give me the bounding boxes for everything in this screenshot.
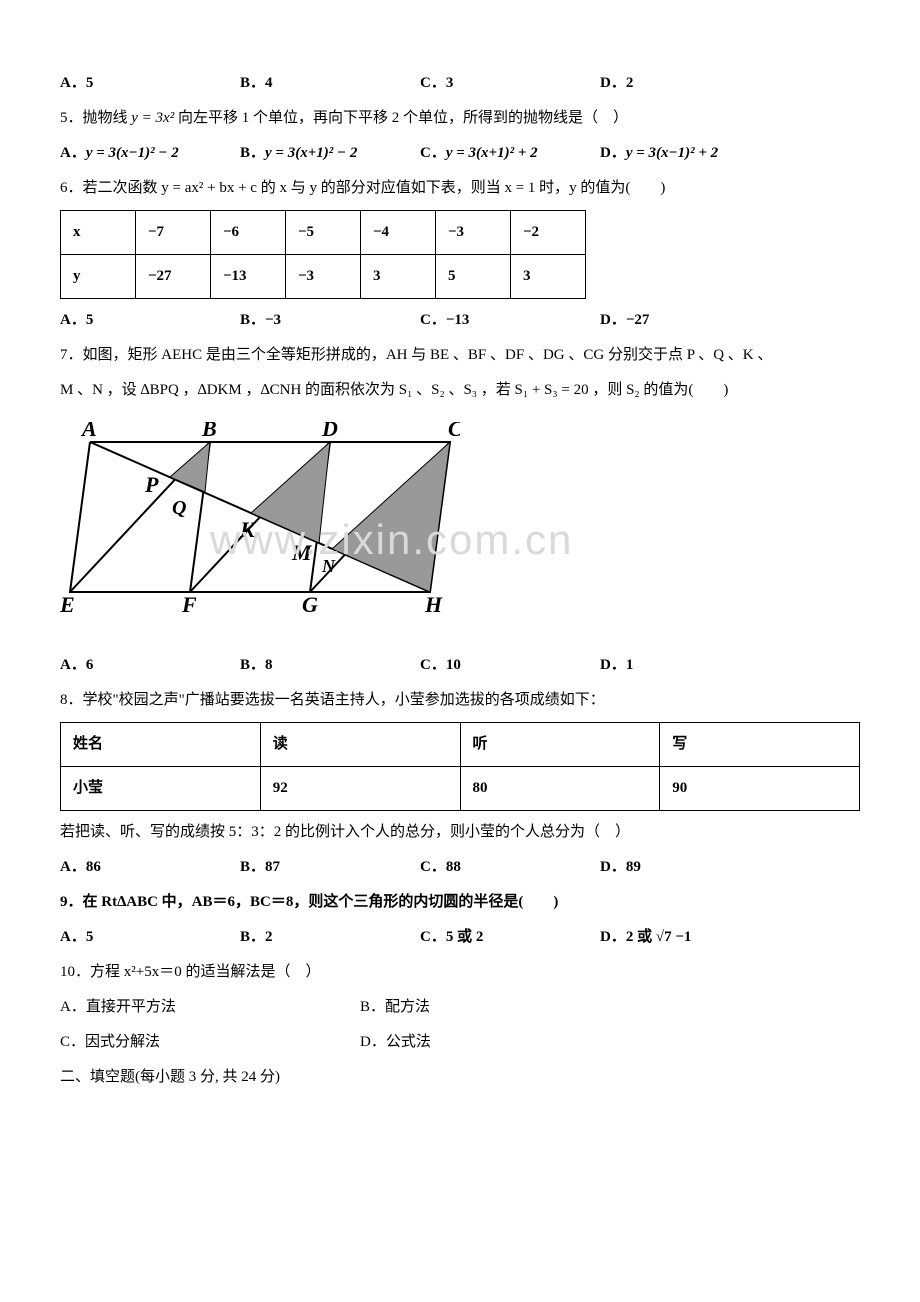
q7-options: A．6 B．8 C．10 D．1 — [60, 652, 860, 679]
q6-y0: −27 — [136, 255, 211, 299]
q9-opt-b: B．2 — [240, 924, 420, 951]
q8-r1: 92 — [260, 767, 460, 811]
q6-y4: 5 — [436, 255, 511, 299]
q5-opt-a: A．y = 3(x−1)² − 2 — [60, 140, 240, 167]
q7-opt-b: B．8 — [240, 652, 420, 679]
q8-header-row: 姓名 读 听 写 — [61, 723, 860, 767]
q4-opt-a: A．5 — [60, 70, 240, 97]
q7-label-C: C — [448, 422, 460, 441]
q5-opt-d: D．y = 3(x−1)² + 2 — [600, 140, 780, 167]
q7-stem-line2: M 、N ，设 ∆BPQ ，∆DKM ，∆CNH 的面积依次为 S₁ 、S₂ 、… — [60, 377, 860, 404]
q10-stem: 10．方程 x²+5x＝0 的适当解法是（ ） — [60, 959, 860, 986]
q6-row-x: x −7 −6 −5 −4 −3 −2 — [61, 211, 586, 255]
q6-y-label: y — [61, 255, 136, 299]
q10-opt-c: C．因式分解法 — [60, 1029, 360, 1056]
q8-cond: 若把读、听、写的成绩按 5：3：2 的比例计入个人的总分，则小莹的个人总分为（ … — [60, 819, 860, 846]
q7-label-N: N — [321, 556, 336, 576]
q6-y3: 3 — [361, 255, 436, 299]
q8-h2: 听 — [460, 723, 660, 767]
q9-stem: 9．在 Rt∆ABC 中，AB＝6，BC＝8，则这个三角形的内切圆的半径是( ) — [60, 889, 860, 916]
q6-opt-d: D．−27 — [600, 307, 780, 334]
q7-label-H: H — [424, 592, 443, 617]
q10-options-row1: A．直接开平方法 B．配方法 — [60, 994, 860, 1021]
q7-label-E: E — [60, 592, 75, 617]
q5-prefix: 5．抛物线 — [60, 110, 131, 126]
q8-opt-b: B．87 — [240, 854, 420, 881]
q5-suffix: 向左平移 1 个单位，再向下平移 2 个单位，所得到的抛物线是（ ） — [174, 110, 628, 126]
q8-h3: 写 — [660, 723, 860, 767]
q7-label-Q: Q — [172, 497, 186, 519]
q10-opt-d: D．公式法 — [360, 1029, 660, 1056]
q4-opt-d: D．2 — [600, 70, 780, 97]
q8-r3: 90 — [660, 767, 860, 811]
q7-figure: A B D C E F G H P Q K M N — [60, 422, 460, 622]
q4-opt-c: C．3 — [420, 70, 600, 97]
q8-r0: 小莹 — [61, 767, 261, 811]
q7-label-A: A — [80, 422, 97, 441]
q6-x3: −4 — [361, 211, 436, 255]
q10-opt-b: B．配方法 — [360, 994, 660, 1021]
q6-x0: −7 — [136, 211, 211, 255]
q10-options-row2: C．因式分解法 D．公式法 — [60, 1029, 860, 1056]
q8-r2: 80 — [460, 767, 660, 811]
q7-opt-d: D．1 — [600, 652, 780, 679]
q7-label-M: M — [291, 540, 313, 565]
q6-x2: −5 — [286, 211, 361, 255]
q8-opt-d: D．89 — [600, 854, 780, 881]
q9-opt-c: C．5 或 2 — [420, 924, 600, 951]
q9-opt-a: A．5 — [60, 924, 240, 951]
q6-x5: −2 — [511, 211, 586, 255]
q7-label-G: G — [302, 592, 318, 617]
q8-h1: 读 — [260, 723, 460, 767]
q6-y5: 3 — [511, 255, 586, 299]
q7-stem-line1: 7．如图，矩形 AEHC 是由三个全等矩形拼成的，AH 与 BE 、BF 、DF… — [60, 342, 860, 369]
q8-table: 姓名 读 听 写 小莹 92 80 90 — [60, 722, 860, 811]
section2-heading: 二、填空题(每小题 3 分, 共 24 分) — [60, 1064, 860, 1091]
q6-opt-b: B．−3 — [240, 307, 420, 334]
q6-options: A．5 B．−3 C．−13 D．−27 — [60, 307, 860, 334]
q9-opt-d: D．2 或 √7 −1 — [600, 924, 780, 951]
q5-options: A．y = 3(x−1)² − 2 B．y = 3(x+1)² − 2 C．y … — [60, 140, 860, 167]
q8-options: A．86 B．87 C．88 D．89 — [60, 854, 860, 881]
q6-x1: −6 — [211, 211, 286, 255]
q6-y2: −3 — [286, 255, 361, 299]
q4-options: A．5 B．4 C．3 D．2 — [60, 70, 860, 97]
q7-label-D: D — [321, 422, 338, 441]
q7-opt-a: A．6 — [60, 652, 240, 679]
q6-opt-c: C．−13 — [420, 307, 600, 334]
q8-stem: 8．学校"校园之声"广播站要选拔一名英语主持人，小莹参加选拔的各项成绩如下： — [60, 687, 860, 714]
q6-x4: −3 — [436, 211, 511, 255]
q8-opt-c: C．88 — [420, 854, 600, 881]
q5-opt-b: B．y = 3(x+1)² − 2 — [240, 140, 420, 167]
q9-options: A．5 B．2 C．5 或 2 D．2 或 √7 −1 — [60, 924, 860, 951]
q7-opt-c: C．10 — [420, 652, 600, 679]
q5-opt-c: C．y = 3(x+1)² + 2 — [420, 140, 600, 167]
q8-data-row: 小莹 92 80 90 — [61, 767, 860, 811]
q7-label-P: P — [144, 472, 159, 497]
q6-table: x −7 −6 −5 −4 −3 −2 y −27 −13 −3 3 5 3 — [60, 210, 586, 299]
q6-stem: 6．若二次函数 y = ax² + bx + c 的 x 与 y 的部分对应值如… — [60, 175, 860, 202]
q10-opt-a: A．直接开平方法 — [60, 994, 360, 1021]
q7-label-F: F — [181, 592, 197, 617]
q7-label-B: B — [201, 422, 217, 441]
q6-row-y: y −27 −13 −3 3 5 3 — [61, 255, 586, 299]
q6-y1: −13 — [211, 255, 286, 299]
q8-h0: 姓名 — [61, 723, 261, 767]
q6-x-label: x — [61, 211, 136, 255]
q7-figure-wrap: www.zixin.com.cn A B D C E F — [60, 412, 860, 652]
q6-opt-a: A．5 — [60, 307, 240, 334]
q8-opt-a: A．86 — [60, 854, 240, 881]
q4-opt-b: B．4 — [240, 70, 420, 97]
q7-label-K: K — [239, 517, 256, 542]
q5-stem: 5．抛物线 y = 3x² 向左平移 1 个单位，再向下平移 2 个单位，所得到… — [60, 105, 860, 132]
q5-formula: y = 3x² — [131, 110, 174, 126]
